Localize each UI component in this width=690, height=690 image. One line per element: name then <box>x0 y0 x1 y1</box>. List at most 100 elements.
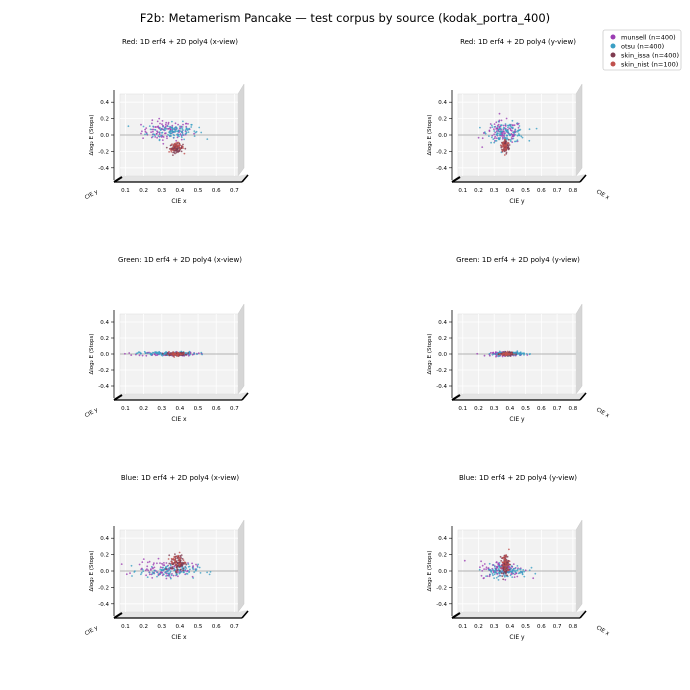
scatter-point-munsell <box>172 574 175 577</box>
scatter-point-munsell <box>494 131 497 134</box>
scatter-point-munsell <box>124 352 126 355</box>
y-tick-label: 0.2 <box>438 336 447 342</box>
scatter-point-otsu <box>188 570 191 572</box>
scatter-point-munsell <box>494 135 497 138</box>
side-pane <box>575 83 583 177</box>
y-tick-label: -0.2 <box>98 368 109 374</box>
scatter-point-munsell <box>163 562 165 564</box>
scatter-point-otsu <box>522 569 525 571</box>
scatter-point-skin_issa <box>505 571 508 573</box>
scatter-point-skin_issa <box>165 354 168 356</box>
scatter-point-otsu <box>190 123 193 126</box>
scatter-point-skin_nist <box>178 563 181 566</box>
x-tick-label: 0.7 <box>553 624 562 630</box>
scatter-point-otsu <box>169 570 172 573</box>
scatter-point-munsell <box>495 121 498 124</box>
scatter-point-munsell <box>151 128 154 131</box>
scatter-point-otsu <box>194 131 197 134</box>
scatter-point-skin_nist <box>502 354 504 356</box>
scatter-point-otsu <box>167 133 169 136</box>
scatter-point-munsell <box>167 123 170 125</box>
scatter-point-munsell <box>504 578 507 581</box>
scatter-point-skin_issa <box>161 352 164 355</box>
scatter-point-otsu <box>206 138 209 141</box>
scatter-point-otsu <box>147 352 149 355</box>
scatter-point-skin_nist <box>505 147 508 150</box>
scatter-point-munsell <box>508 127 511 130</box>
scatter-point-skin_issa <box>501 575 504 578</box>
y-tick-label: 0.4 <box>438 100 447 106</box>
scatter-point-otsu <box>492 574 494 577</box>
scatter-point-otsu <box>497 579 500 581</box>
subplot-title: Red: 1D erf4 + 2D poly4 (x-view) <box>122 38 238 46</box>
scatter-point-skin_issa <box>508 350 511 353</box>
scatter-point-otsu <box>184 568 187 571</box>
scatter-point-otsu <box>518 352 520 355</box>
scatter-point-skin_issa <box>165 568 167 570</box>
scatter-point-munsell <box>151 122 153 125</box>
scatter-point-otsu <box>491 126 494 128</box>
x-tick-label: 0.7 <box>230 406 239 412</box>
scatter-point-otsu <box>510 565 513 568</box>
x-tick-label: 0.2 <box>474 406 483 412</box>
scatter-point-munsell <box>477 136 480 139</box>
scatter-point-munsell <box>496 354 498 357</box>
scatter-point-skin_nist <box>170 149 172 152</box>
scatter-point-otsu <box>152 351 155 354</box>
depth-axis-edge <box>113 394 123 401</box>
scatter-point-skin_nist <box>174 142 176 145</box>
scatter-point-skin_nist <box>173 555 176 558</box>
x-tick-label: 0.5 <box>521 624 530 630</box>
scatter-point-skin_nist <box>178 551 181 554</box>
scatter-point-otsu <box>185 567 188 569</box>
x-tick-label: 0.5 <box>194 188 203 194</box>
scatter-point-munsell <box>125 573 128 576</box>
scatter-point-munsell <box>524 569 527 572</box>
scatter-point-otsu <box>162 568 165 571</box>
y-tick-label: 0.0 <box>100 569 109 575</box>
scatter-point-munsell <box>495 127 498 129</box>
scatter-point-munsell <box>166 135 168 138</box>
scatter-point-otsu <box>495 576 498 579</box>
scatter-point-otsu <box>506 129 509 132</box>
scatter-point-otsu <box>151 573 154 575</box>
scatter-point-munsell <box>512 563 515 565</box>
scatter-point-otsu <box>193 135 196 138</box>
depth-axis-edge <box>579 392 587 401</box>
scatter-point-munsell <box>483 568 485 570</box>
scatter-point-skin_nist <box>175 354 178 356</box>
scatter-point-otsu <box>206 571 209 574</box>
scatter-point-otsu <box>156 575 158 578</box>
scatter-point-otsu <box>510 126 513 129</box>
scatter-point-otsu <box>160 568 163 571</box>
scatter-point-munsell <box>191 353 194 356</box>
scatter-point-munsell <box>144 128 147 131</box>
legend-label: skin_issa (n=400) <box>621 52 679 60</box>
scatter-point-otsu <box>488 352 491 355</box>
scatter-point-otsu <box>500 130 502 133</box>
x-tick-label: 0.5 <box>521 406 530 412</box>
scatter-point-otsu <box>520 570 522 573</box>
scatter-point-otsu <box>148 571 151 574</box>
scatter-point-munsell <box>511 124 514 127</box>
y-axis-label: Δlog₂ E (Stops) <box>427 551 433 592</box>
x-tick-label: 0.6 <box>537 624 546 630</box>
x-axis-label: CIE y <box>509 198 525 205</box>
scatter-point-otsu <box>180 131 183 134</box>
scatter-point-skin_nist <box>175 143 178 146</box>
scatter-point-otsu <box>519 354 521 357</box>
x-tick-label: 0.4 <box>176 188 185 194</box>
depth-axis-label: CIE x <box>595 189 611 202</box>
scatter-point-munsell <box>145 354 148 357</box>
y-tick-label: 0.2 <box>100 553 109 559</box>
scatter-point-otsu <box>159 126 161 129</box>
scatter-point-skin_issa <box>508 144 511 146</box>
scatter-point-skin_issa <box>507 146 510 149</box>
subplot: 0.4 0.2 0.0 -0.2 -0.4 0.1 0.2 0.3 0.4 0.5 0.6 0.7 Gr… <box>84 256 249 423</box>
scatter-point-munsell <box>150 131 153 134</box>
scatter-point-otsu <box>502 127 505 130</box>
scatter-point-skin_nist <box>182 559 185 562</box>
depth-axis-label: CIE y <box>84 625 100 638</box>
y-tick-label: 0.4 <box>100 536 109 542</box>
scatter-point-munsell <box>513 576 516 578</box>
